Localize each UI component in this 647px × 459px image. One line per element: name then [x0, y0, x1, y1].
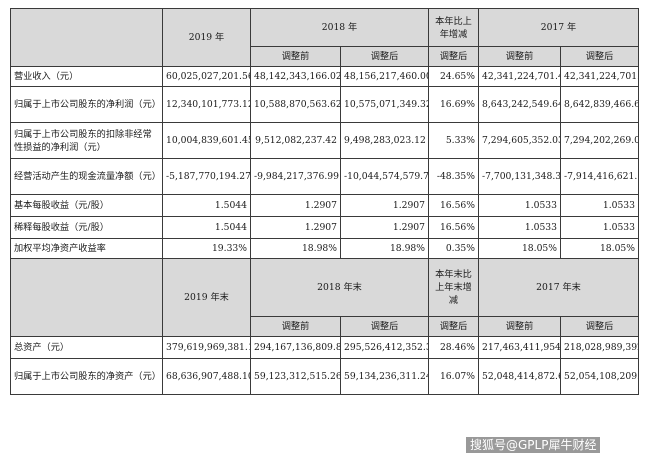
header-2017: 2017 年 [478, 8, 639, 47]
cell-value: 68,636,907,488.10 [162, 358, 251, 395]
cell-value: 18.98% [340, 238, 429, 259]
cell-value: 294,167,136,809.80 [250, 336, 341, 359]
cell-value: 52,054,108,209.52 [560, 358, 639, 395]
table-row: 经营活动产生的现金流量净额（元） -5,187,770,194.27 -9,98… [10, 158, 639, 195]
cell-value: 218,028,989,392.39 [560, 336, 639, 359]
financial-table: 2019 年 2018 年 本年比上年增减 2017 年 调整前 调整后 调整后… [10, 8, 639, 395]
header-2018-end: 2018 年末 [250, 258, 429, 317]
cell-value: 1.0533 [560, 194, 639, 217]
cell-value: -48.35% [428, 158, 479, 195]
cell-value: 7,294,605,352.03 [478, 122, 561, 159]
cell-value: 28.46% [428, 336, 479, 359]
cell-value: 1.2907 [340, 216, 429, 239]
table-row: 归属于上市公司股东的净资产（元） 68,636,907,488.10 59,12… [10, 358, 639, 395]
cell-value: 10,575,071,349.32 [340, 86, 429, 123]
header-yoy-end-after: 调整后 [428, 316, 479, 337]
row-label: 加权平均净资产收益率 [10, 238, 163, 259]
cell-value: 1.5044 [162, 216, 251, 239]
row-label: 经营活动产生的现金流量净额（元） [10, 158, 163, 195]
header-2017-end-after: 调整后 [560, 316, 639, 337]
cell-value: 60,025,027,201.56 [162, 66, 251, 87]
cell-value: 1.0533 [478, 194, 561, 217]
header-blank [10, 258, 163, 337]
row-label: 归属于上市公司股东的扣除非经常性损益的净利润（元） [10, 122, 163, 159]
cell-value: -5,187,770,194.27 [162, 158, 251, 195]
cell-value: 42,341,224,701.44 [478, 66, 561, 87]
cell-value: 1.0533 [478, 216, 561, 239]
row-label: 归属于上市公司股东的净资产（元） [10, 358, 163, 395]
header-2019: 2019 年 [162, 8, 251, 67]
cell-value: 5.33% [428, 122, 479, 159]
table-row: 基本每股收益（元/股） 1.5044 1.2907 1.2907 16.56% … [10, 194, 639, 217]
cell-value: 7,294,202,269.03 [560, 122, 639, 159]
cell-value: 42,341,224,701.44 [560, 66, 639, 87]
header-blank [10, 8, 163, 67]
row-label: 稀释每股收益（元/股） [10, 216, 163, 239]
header-2018: 2018 年 [250, 8, 429, 47]
cell-value: 10,004,839,601.45 [162, 122, 251, 159]
cell-value: 59,123,312,515.26 [250, 358, 341, 395]
row-label: 归属于上市公司股东的净利润（元） [10, 86, 163, 123]
cell-value: 12,340,101,773.12 [162, 86, 251, 123]
row-label: 基本每股收益（元/股） [10, 194, 163, 217]
header-yoy: 本年比上年增减 [428, 8, 479, 47]
cell-value: 1.2907 [250, 216, 341, 239]
cell-value: -10,044,574,579.77 [340, 158, 429, 195]
cell-value: 16.56% [428, 216, 479, 239]
cell-value: -7,914,416,621.77 [560, 158, 639, 195]
cell-value: 19.33% [162, 238, 251, 259]
cell-value: 9,498,283,023.12 [340, 122, 429, 159]
table-row: 归属于上市公司股东的净利润（元） 12,340,101,773.12 10,58… [10, 86, 639, 123]
header-2017-end-before: 调整前 [478, 316, 561, 337]
header-2018-end-before: 调整前 [250, 316, 341, 337]
row-label: 营业收入（元） [10, 66, 163, 87]
header-2017-end: 2017 年末 [478, 258, 639, 317]
cell-value: 16.56% [428, 194, 479, 217]
table-row: 总资产（元） 379,619,969,381.18 294,167,136,80… [10, 336, 639, 359]
header-2019-end: 2019 年末 [162, 258, 251, 337]
cell-value: 18.98% [250, 238, 341, 259]
cell-value: -7,700,131,348.34 [478, 158, 561, 195]
cell-value: 18.05% [478, 238, 561, 259]
cell-value: -9,984,217,376.99 [250, 158, 341, 195]
cell-value: 10,588,870,563.62 [250, 86, 341, 123]
header-2018-after: 调整后 [340, 46, 429, 67]
cell-value: 16.07% [428, 358, 479, 395]
cell-value: 18.05% [560, 238, 639, 259]
table-row: 营业收入（元） 60,025,027,201.56 48,142,343,166… [10, 66, 639, 87]
watermark-text: 搜狐号@GPLP犀牛财经 [466, 437, 601, 453]
cell-value: 295,526,412,352.32 [340, 336, 429, 359]
cell-value: 9,512,082,237.42 [250, 122, 341, 159]
cell-value: 1.5044 [162, 194, 251, 217]
header-yoy-after: 调整后 [428, 46, 479, 67]
cell-value: 1.0533 [560, 216, 639, 239]
table-row: 稀释每股收益（元/股） 1.5044 1.2907 1.2907 16.56% … [10, 216, 639, 239]
header-2018-before: 调整前 [250, 46, 341, 67]
cell-value: 24.65% [428, 66, 479, 87]
cell-value: 8,642,839,466.64 [560, 86, 639, 123]
cell-value: 0.35% [428, 238, 479, 259]
cell-value: 48,156,217,460.00 [340, 66, 429, 87]
header-2017-before: 调整前 [478, 46, 561, 67]
header-2018-end-after: 调整后 [340, 316, 429, 337]
row-label: 总资产（元） [10, 336, 163, 359]
header-2017-after: 调整后 [560, 46, 639, 67]
cell-value: 16.69% [428, 86, 479, 123]
cell-value: 59,134,236,311.24 [340, 358, 429, 395]
cell-value: 52,048,414,872.64 [478, 358, 561, 395]
cell-value: 217,463,411,954.55 [478, 336, 561, 359]
cell-value: 379,619,969,381.18 [162, 336, 251, 359]
table-row: 加权平均净资产收益率 19.33% 18.98% 18.98% 0.35% 18… [10, 238, 639, 259]
header-yoy-end: 本年末比上年末增减 [428, 258, 479, 317]
table-row: 归属于上市公司股东的扣除非经常性损益的净利润（元） 10,004,839,601… [10, 122, 639, 159]
cell-value: 8,643,242,549.64 [478, 86, 561, 123]
cell-value: 1.2907 [250, 194, 341, 217]
cell-value: 1.2907 [340, 194, 429, 217]
cell-value: 48,142,343,166.02 [250, 66, 341, 87]
